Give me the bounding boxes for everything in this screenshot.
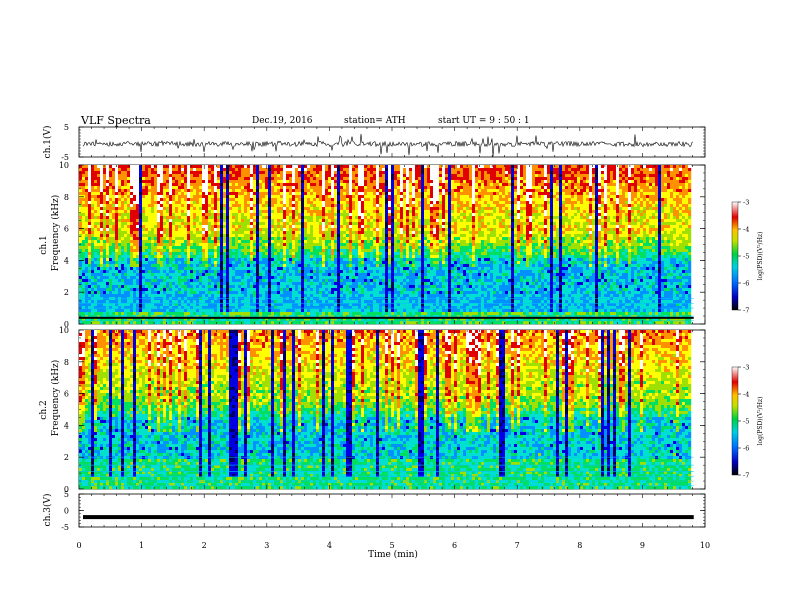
ch3-waveform-line — [83, 515, 694, 520]
y-tick-label: 2 — [64, 288, 69, 297]
x-tick-label: 9 — [640, 541, 645, 550]
y-tick-label: 8 — [64, 358, 69, 367]
y-tick-label: 0 — [64, 485, 69, 494]
ch1-waveform-line — [82, 133, 694, 157]
ch1-frequency-ylabel: Frequency (kHz) — [50, 195, 61, 272]
y-tick-label: 6 — [64, 225, 69, 234]
x-tick-label: 0 — [76, 541, 81, 550]
y-tick-label: 10 — [59, 161, 69, 170]
ch1-spectrogram-heatmap — [79, 165, 694, 325]
date-label: Dec.19, 2016 — [252, 116, 313, 126]
ch1-waveform-ylabel: ch.1(V) — [42, 126, 53, 159]
colorbar-tick-label: -3 — [743, 199, 749, 207]
x-tick-label: 6 — [452, 541, 457, 550]
colorbar-tick-label: -4 — [743, 226, 749, 234]
start-time-label: start UT = 9 : 50 : 1 — [438, 116, 530, 126]
y-tick-label: -5 — [61, 153, 69, 162]
y-tick-label: 0 — [64, 507, 69, 516]
y-tick-label: 4 — [64, 421, 69, 430]
y-tick-label: 6 — [64, 390, 69, 399]
ch3-waveform-ylabel: ch.3(V) — [42, 494, 53, 527]
ch2-colorbar — [731, 366, 739, 476]
x-tick-label: 1 — [139, 541, 144, 550]
y-tick-label: 5 — [64, 123, 69, 132]
figure-title: VLF Spectra — [80, 114, 151, 127]
y-tick-label: 5 — [64, 490, 69, 499]
y-tick-label: 4 — [64, 256, 69, 265]
ch2-colorbar-label: log(PSD)(V²/Hz) — [757, 397, 764, 446]
ch1-colorbar-label: log(PSD)(V²/Hz) — [757, 232, 764, 281]
x-tick-label: 5 — [389, 541, 394, 550]
colorbar-tick-label: -4 — [743, 391, 749, 399]
y-tick-label: 2 — [64, 453, 69, 462]
colorbar-tick-label: -6 — [743, 280, 749, 288]
y-tick-label: -5 — [61, 523, 69, 532]
ch3-waveform-frame — [78, 493, 706, 528]
ch2-frequency-ylabel: Frequency (kHz) — [50, 360, 61, 437]
x-axis-label: Time (min) — [368, 549, 418, 560]
colorbar-tick-label: -5 — [743, 253, 749, 261]
ch1-channel-label: ch.1 — [39, 235, 49, 254]
x-tick-label: 4 — [327, 541, 332, 550]
x-tick-label: 2 — [202, 541, 207, 550]
colorbar-tick-label: -3 — [743, 364, 749, 372]
y-tick-label: 0 — [64, 320, 69, 329]
y-tick-label: 8 — [64, 193, 69, 202]
colorbar-tick-label: -6 — [743, 445, 749, 453]
x-tick-label: 7 — [515, 541, 520, 550]
x-tick-label: 8 — [577, 541, 582, 550]
colorbar-tick-label: -5 — [743, 418, 749, 426]
ch2-spectrogram-heatmap — [79, 330, 694, 490]
x-tick-label: 10 — [700, 541, 710, 550]
y-tick-label: 10 — [59, 326, 69, 335]
colorbar-tick-label: -7 — [743, 307, 749, 315]
ch2-channel-label: ch.2 — [39, 400, 49, 419]
x-tick-label: 3 — [264, 541, 269, 550]
ch1-waveform-frame — [78, 126, 706, 158]
station-label: station= ATH — [344, 116, 406, 126]
colorbar-tick-label: -7 — [743, 472, 749, 480]
ch1-colorbar — [731, 201, 739, 311]
